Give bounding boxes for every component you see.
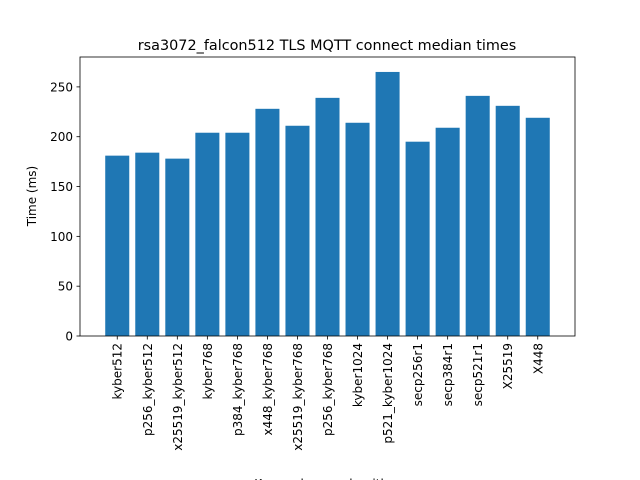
bar <box>375 71 400 337</box>
bar <box>195 132 220 336</box>
bar <box>435 127 460 336</box>
x-tick-label: p256_kyber512 <box>141 343 155 436</box>
bar <box>345 122 370 336</box>
x-tick-label: secp521r1 <box>471 343 485 406</box>
bar <box>525 117 550 337</box>
y-tick-label: 100 <box>50 230 73 244</box>
bar <box>165 158 190 336</box>
y-axis-label: Time (ms) <box>25 166 39 228</box>
bar <box>255 108 280 336</box>
bar <box>105 155 130 336</box>
bar <box>135 152 160 336</box>
plot-frame <box>79 56 576 337</box>
chart-title: rsa3072_falcon512 TLS MQTT connect media… <box>138 38 516 54</box>
bar <box>315 97 340 336</box>
y-tick-label: 50 <box>58 280 73 294</box>
x-tick-label: p521_kyber1024 <box>381 343 395 444</box>
y-tick-label: 250 <box>50 80 73 94</box>
y-tick-label: 0 <box>65 330 73 344</box>
bar <box>225 132 250 336</box>
x-tick-label: kyber1024 <box>351 343 365 407</box>
x-tick-label: secp384r1 <box>441 343 455 406</box>
x-tick-label: kyber512 <box>111 343 125 399</box>
x-tick-label: X25519 <box>501 343 515 389</box>
x-tick-label: p384_kyber768 <box>231 343 245 436</box>
bar <box>495 105 520 336</box>
x-tick-label: x25519_kyber512 <box>171 343 185 451</box>
x-tick-label: p256_kyber768 <box>321 343 335 436</box>
bar <box>285 125 310 336</box>
bar <box>465 95 490 336</box>
y-tick-label: 200 <box>50 130 73 144</box>
x-tick-label: X448 <box>531 343 545 374</box>
x-axis-label: Key exchange algorithm <box>254 477 400 480</box>
x-tick-label: x25519_kyber768 <box>291 343 305 451</box>
x-tick-label: kyber768 <box>201 343 215 399</box>
x-tick-label: x448_kyber768 <box>261 343 275 435</box>
bar <box>405 141 430 336</box>
y-tick-label: 150 <box>50 180 73 194</box>
x-tick-label: secp256r1 <box>411 343 425 406</box>
